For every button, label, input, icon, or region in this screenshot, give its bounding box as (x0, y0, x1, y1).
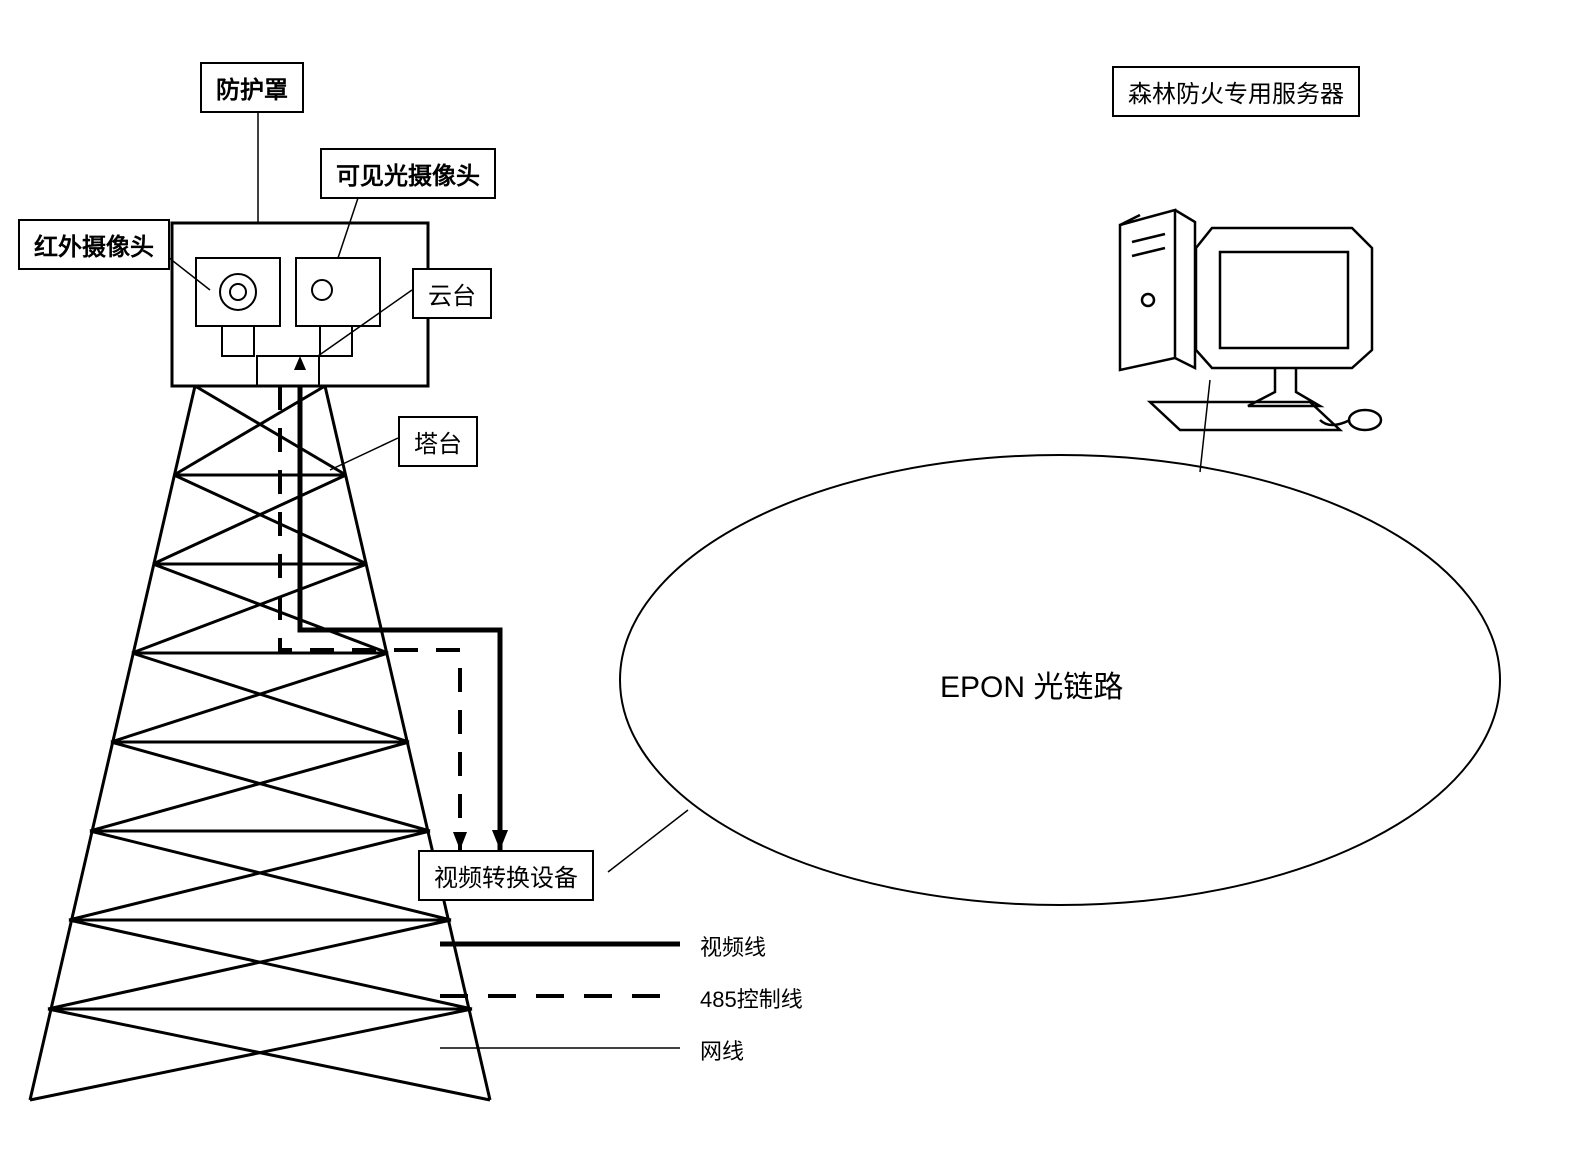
visible-camera-text: 可见光摄像头 (336, 163, 480, 190)
epon-text-span: EPON 光链路 (940, 671, 1123, 704)
legend-control: 485控制线 (700, 982, 803, 1014)
legend-control-text: 485控制线 (700, 987, 803, 1012)
video-converter-text: 视频转换设备 (434, 865, 578, 892)
server-label: 森林防火专用服务器 (1112, 66, 1360, 117)
protective-cover-label: 防护罩 (200, 62, 304, 113)
infrared-camera-text: 红外摄像头 (34, 234, 154, 261)
tower-text: 塔台 (414, 431, 462, 458)
visible-camera-label: 可见光摄像头 (320, 148, 496, 199)
ptz-base (257, 356, 319, 386)
ptz-label: 云台 (412, 268, 492, 319)
infrared-camera-icon (196, 258, 280, 356)
protective-cover-text: 防护罩 (216, 77, 288, 104)
server-text: 森林防火专用服务器 (1128, 81, 1344, 108)
legend-video: 视频线 (700, 930, 766, 962)
infrared-camera-label: 红外摄像头 (18, 219, 170, 270)
tower-icon (30, 386, 490, 1100)
legend-video-text: 视频线 (700, 935, 766, 960)
legend-net-text: 网线 (700, 1039, 744, 1064)
video-converter-label: 视频转换设备 (418, 850, 594, 901)
ptz-text: 云台 (428, 283, 476, 310)
net-lines (608, 380, 1210, 872)
control-line-arrow (453, 832, 467, 850)
server-icon (1120, 210, 1381, 430)
legend-net: 网线 (700, 1034, 744, 1066)
tower-label: 塔台 (398, 416, 478, 467)
epon-text: EPON 光链路 (940, 662, 1123, 706)
legend-lines (440, 944, 680, 1048)
